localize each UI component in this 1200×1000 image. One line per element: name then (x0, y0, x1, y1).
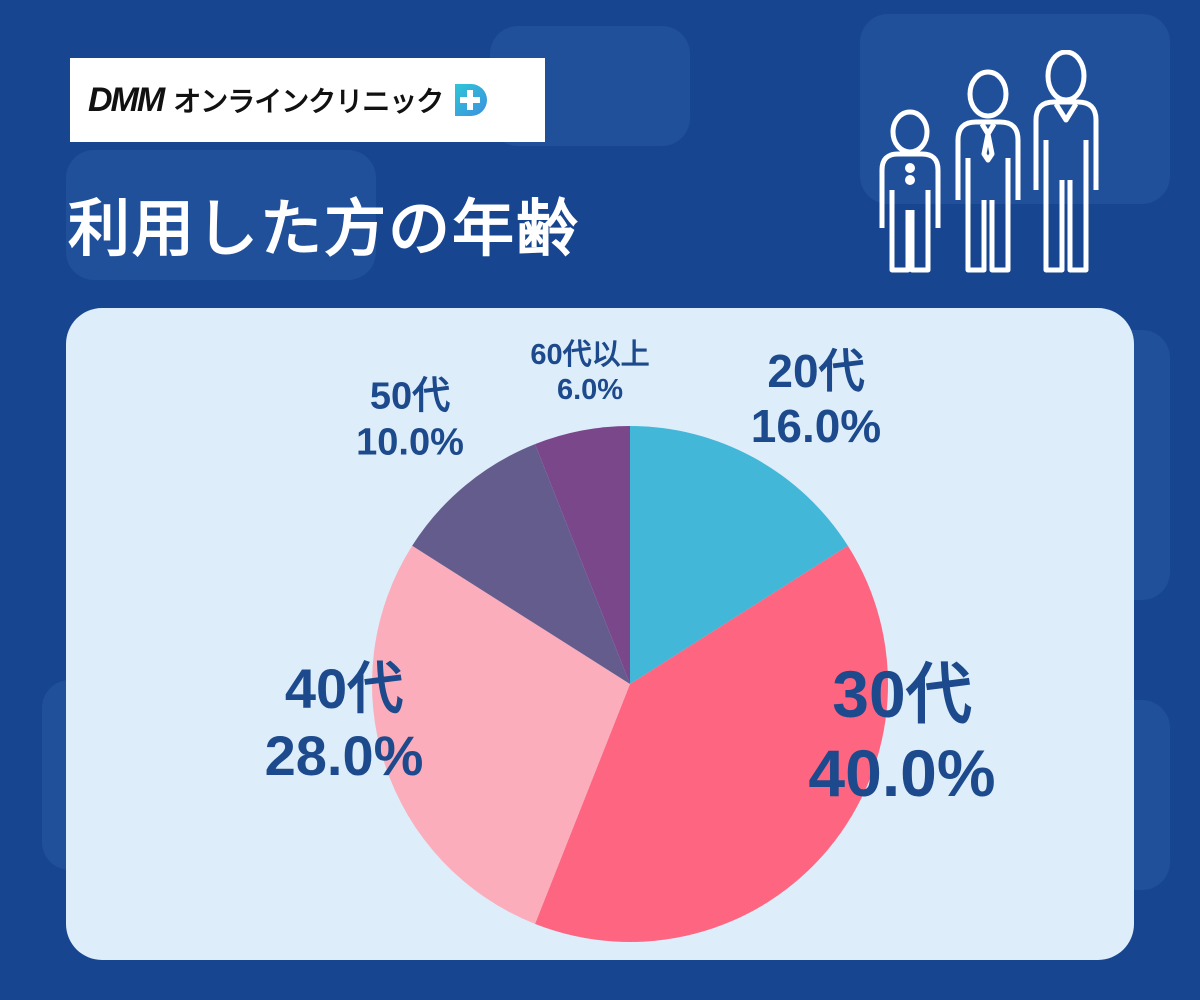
label-60s-plus-category: 60代以上 (530, 339, 650, 372)
dmm-online-clinic-logo: DMM オンラインクリニック (70, 58, 545, 142)
pie-slice-20s (630, 426, 848, 684)
label-30s-percent: 40.0% (808, 736, 996, 810)
medical-cross-icon (455, 84, 488, 116)
label-40s: 40代 28.0% (265, 655, 424, 789)
pie-slice-40s (372, 545, 630, 924)
logo-brand: DMM (88, 80, 165, 119)
label-50s-category: 50代 (369, 375, 451, 418)
pie-slice-60s-plus (535, 426, 630, 684)
label-40s-percent: 28.0% (264, 724, 424, 787)
label-40s-category: 40代 (284, 656, 404, 720)
background-bubble (66, 150, 376, 280)
page-title: 利用した方の年齢 (68, 192, 581, 265)
pie-slice-50s (412, 444, 630, 684)
logo-service-name: オンラインクリニック (173, 85, 444, 118)
label-30s: 30代 40.0% (808, 655, 995, 813)
label-20s: 20代 16.0% (751, 344, 881, 454)
label-60s-plus-percent: 6.0% (556, 374, 624, 406)
pie-slice-30s (535, 545, 888, 942)
label-50s-percent: 10.0% (356, 421, 464, 463)
people-group-icon (879, 50, 1099, 273)
label-20s-category: 20代 (767, 344, 865, 397)
label-20s-percent: 16.0% (750, 400, 882, 452)
label-60s-plus: 60代以上 6.0% (530, 338, 649, 408)
label-50s: 50代 10.0% (356, 374, 464, 465)
label-30s-category: 30代 (832, 656, 972, 731)
